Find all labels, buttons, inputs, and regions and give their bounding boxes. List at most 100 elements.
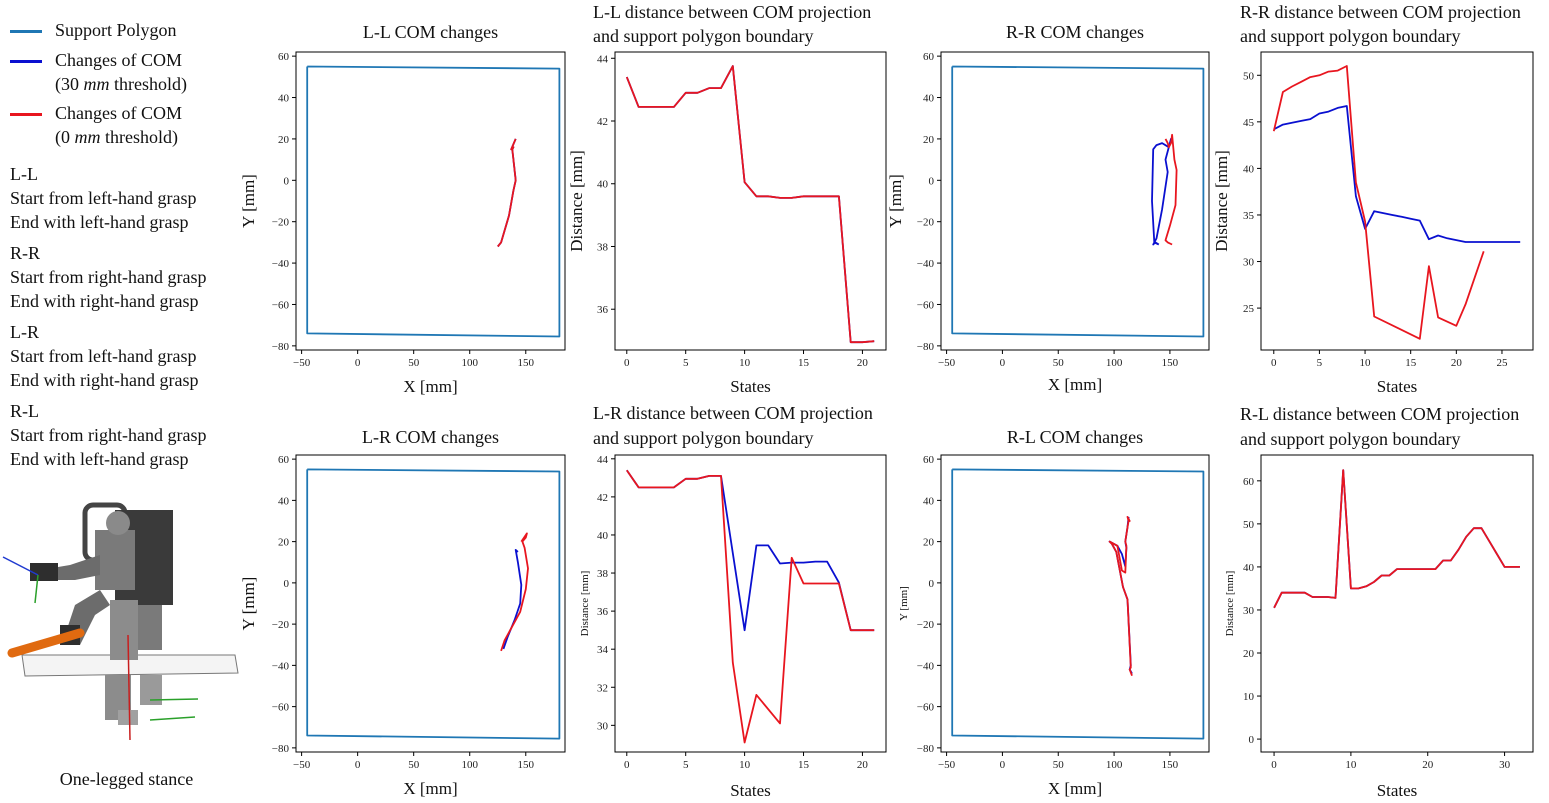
y-tick-label: 40 bbox=[1243, 562, 1255, 574]
y-tick-label: −60 bbox=[917, 702, 935, 714]
com-30mm-line bbox=[1274, 470, 1520, 608]
chart-title-line: L-L distance between COM projection bbox=[593, 2, 871, 22]
legend-sublabel-com30: (30 mm threshold) bbox=[55, 72, 187, 96]
x-tick-label: 50 bbox=[1053, 357, 1065, 369]
y-tick-label: −40 bbox=[272, 660, 290, 672]
chart-title-line: and support polygon boundary bbox=[593, 428, 813, 448]
desc-rl-start: Start from right-hand grasp bbox=[10, 423, 206, 447]
y-tick-label: −80 bbox=[917, 743, 935, 755]
robot-thigh bbox=[110, 600, 138, 660]
x-tick-label: 20 bbox=[1451, 357, 1463, 369]
y-tick-label: 20 bbox=[278, 537, 290, 549]
x-tick-label: 20 bbox=[857, 759, 869, 771]
y-axis-label: Distance [mm] bbox=[1212, 150, 1231, 252]
axes-frame bbox=[941, 455, 1209, 752]
axis-arrow-green-2 bbox=[150, 717, 195, 720]
chart-title-line: L-R COM changes bbox=[362, 427, 499, 447]
desc-rr-end: End with right-hand grasp bbox=[10, 289, 198, 313]
x-tick-label: 50 bbox=[1053, 759, 1065, 771]
chart-ll-dist: L-L distance between COM projection and s… bbox=[568, 0, 908, 400]
y-tick-label: 34 bbox=[597, 644, 609, 656]
y-tick-label: 25 bbox=[1243, 303, 1255, 315]
robot-head bbox=[106, 511, 130, 535]
y-tick-label: 20 bbox=[923, 537, 935, 549]
x-axis-label: States bbox=[730, 781, 771, 800]
robot-ankle bbox=[118, 710, 138, 725]
x-tick-label: −50 bbox=[938, 759, 956, 771]
x-tick-label: 0 bbox=[355, 357, 361, 369]
chart-lr-com: L-R COM changes−50 0 50 100 150−80−60−40−200… bbox=[240, 400, 575, 803]
chart-rr-com: R-R COM changes−50 0 50 100 150−80−60−40−200… bbox=[887, 0, 1222, 400]
y-tick-label: −80 bbox=[272, 743, 290, 755]
x-tick-label: −50 bbox=[293, 357, 311, 369]
y-tick-label: 60 bbox=[278, 454, 290, 466]
x-tick-label: 150 bbox=[518, 357, 535, 369]
y-tick-label: −40 bbox=[272, 258, 290, 270]
y-tick-label: 0 bbox=[1249, 734, 1255, 746]
axis-arrow-green-3 bbox=[150, 699, 198, 700]
x-tick-label: 5 bbox=[683, 759, 689, 771]
com-0mm-line bbox=[1110, 517, 1132, 676]
x-tick-label: 10 bbox=[1360, 357, 1372, 369]
desc-rr-code: R-R bbox=[10, 241, 40, 265]
x-tick-label: 0 bbox=[1271, 759, 1277, 771]
desc-rr-start: Start from right-hand grasp bbox=[10, 265, 206, 289]
support-polygon-line bbox=[307, 67, 559, 337]
y-axis-label: Y [mm] bbox=[239, 577, 258, 631]
legend-sublabel-com0: (0 mm threshold) bbox=[55, 125, 178, 149]
y-tick-label: 40 bbox=[597, 530, 609, 542]
legend-swatch-com0 bbox=[10, 113, 42, 116]
chart-title-line: R-L COM changes bbox=[1007, 427, 1143, 447]
x-tick-label: 0 bbox=[1000, 759, 1006, 771]
com-0mm-line bbox=[627, 470, 874, 742]
x-tick-label: 10 bbox=[1345, 759, 1357, 771]
x-axis-label: X [mm] bbox=[403, 779, 457, 798]
x-axis-label: States bbox=[730, 377, 771, 396]
y-tick-label: 36 bbox=[597, 304, 609, 316]
x-tick-label: 0 bbox=[1271, 357, 1277, 369]
x-axis-label: X [mm] bbox=[1048, 375, 1102, 394]
x-tick-label: 10 bbox=[739, 759, 751, 771]
y-tick-label: 38 bbox=[597, 241, 609, 253]
com-0mm-line bbox=[627, 66, 874, 342]
x-tick-label: 0 bbox=[624, 759, 630, 771]
legend-label-com30: Changes of COM bbox=[55, 48, 182, 72]
y-tick-label: 30 bbox=[597, 720, 609, 732]
x-tick-label: 0 bbox=[355, 759, 361, 771]
y-tick-label: −60 bbox=[917, 299, 935, 311]
y-tick-label: 44 bbox=[597, 454, 609, 466]
y-tick-label: −20 bbox=[272, 619, 290, 631]
y-tick-label: 0 bbox=[284, 578, 290, 590]
y-tick-label: 42 bbox=[597, 492, 608, 504]
com-30mm-line bbox=[1110, 517, 1132, 674]
com-0mm-line bbox=[1274, 66, 1484, 339]
x-axis-label: X [mm] bbox=[1048, 779, 1102, 798]
y-tick-label: 38 bbox=[597, 568, 609, 580]
com-0mm-line bbox=[501, 533, 528, 651]
legend-sublabel-com30-a: (30 bbox=[55, 74, 84, 94]
y-tick-label: 10 bbox=[1243, 691, 1255, 703]
y-tick-label: 45 bbox=[1243, 117, 1255, 129]
chart-title-line: and support polygon boundary bbox=[1240, 26, 1460, 46]
legend-sublabel-com0-b: threshold) bbox=[101, 127, 178, 147]
y-tick-label: 42 bbox=[597, 116, 608, 128]
x-axis-label: States bbox=[1377, 377, 1418, 396]
desc-rl-code: R-L bbox=[10, 399, 39, 423]
desc-ll-code: L-L bbox=[10, 162, 38, 186]
x-tick-label: 50 bbox=[408, 357, 420, 369]
x-tick-label: 10 bbox=[739, 357, 751, 369]
y-axis-label: Distance [mm] bbox=[567, 150, 586, 252]
chart-title-line: and support polygon boundary bbox=[593, 26, 813, 46]
x-tick-label: 5 bbox=[683, 357, 689, 369]
y-tick-label: 40 bbox=[597, 179, 609, 191]
y-tick-label: 32 bbox=[597, 682, 608, 694]
support-polygon-line bbox=[952, 67, 1203, 337]
y-tick-label: 60 bbox=[923, 454, 935, 466]
robot-torso bbox=[95, 530, 135, 590]
x-tick-label: 150 bbox=[1162, 759, 1179, 771]
chart-rl-dist: R-L distance between COM projectionand s… bbox=[1215, 400, 1549, 803]
y-tick-label: 40 bbox=[278, 93, 290, 105]
y-axis-label: Y [mm] bbox=[898, 586, 910, 621]
legend-sublabel-com30-unit: mm bbox=[84, 74, 110, 94]
desc-lr-start: Start from left-hand grasp bbox=[10, 344, 196, 368]
